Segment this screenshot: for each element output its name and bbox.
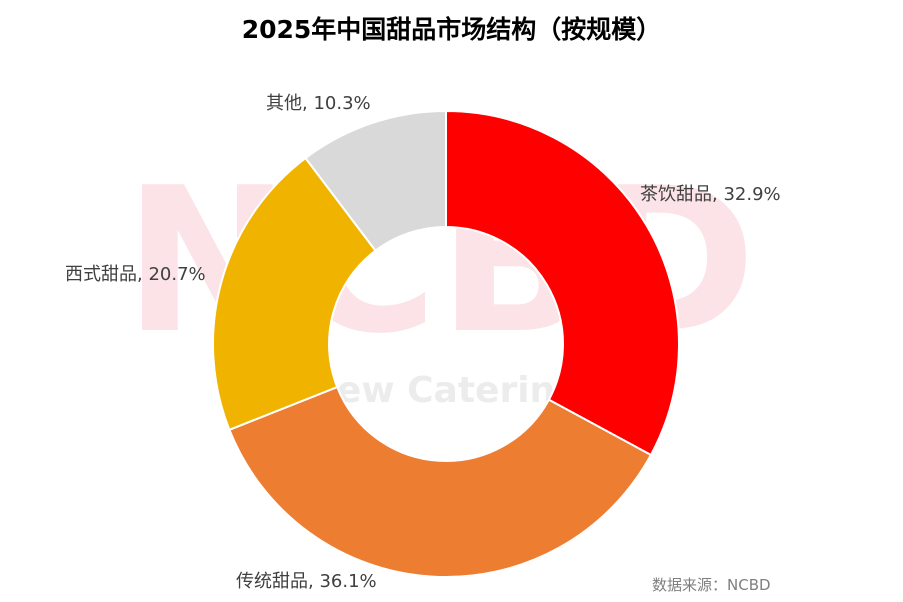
- slice-label-3: 西式甜品, 20.7%: [65, 264, 206, 285]
- slices: [212, 109, 680, 578]
- slice-label-2: 传统甜品, 36.1%: [236, 571, 377, 592]
- source-note: 数据来源：NCBD: [652, 576, 771, 594]
- slice-labels: 茶饮甜品, 32.9% 传统甜品, 36.1% 西式甜品, 20.7% 其他, 10.…: [65, 93, 781, 592]
- slice-1: [445, 109, 680, 457]
- slice-label-1: 茶饮甜品, 32.9%: [640, 184, 781, 205]
- slice-3: [212, 156, 377, 432]
- slice-2: [228, 385, 653, 578]
- slice-label-4: 其他, 10.3%: [266, 93, 371, 114]
- chart-title: 2025年中国甜品市场结构（按规模）: [241, 15, 662, 44]
- slice-4: [304, 109, 447, 253]
